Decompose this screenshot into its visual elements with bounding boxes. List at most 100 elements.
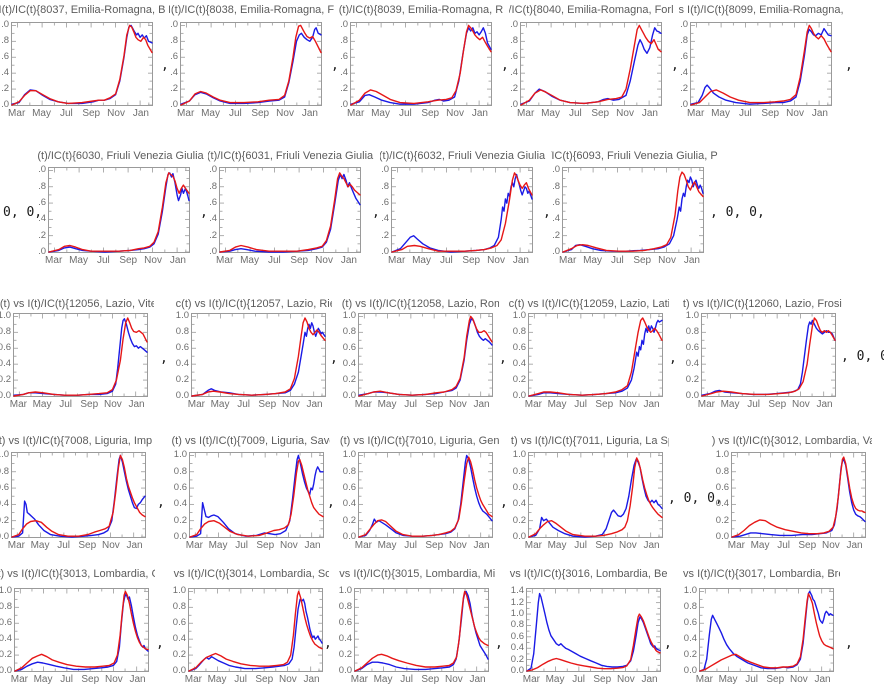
y-tick-label: 0.2: [0, 514, 9, 526]
y-tick-label: 0.6: [685, 342, 699, 354]
x-tick-label: May: [547, 540, 567, 551]
plot-title: (t)/IC(t){6032, Friuli Venezia Giulia: [380, 150, 546, 162]
x-tick-label: Jul: [747, 399, 761, 410]
x-tick-label: Nov: [616, 108, 634, 119]
x-tick-label: Jul: [400, 674, 414, 685]
y-tick-label: 1.0: [510, 608, 524, 620]
x-tick-label: Nov: [789, 674, 808, 685]
y-tick-label: 0.4: [0, 358, 11, 370]
y-tick-label: .6: [170, 51, 178, 63]
red-series-line: [180, 24, 322, 106]
x-tick-label: Sep: [593, 674, 612, 685]
zero-list-text: , 0, 0,: [710, 205, 765, 220]
y-tick-label: .4: [510, 67, 518, 79]
plot-frame: [14, 588, 149, 672]
x-tick-label: Sep: [595, 399, 614, 410]
plot-canvas: [358, 452, 493, 538]
red-series-line: [520, 24, 662, 106]
y-tick-label: 0.8: [342, 326, 356, 338]
y-tick-label: .6: [552, 197, 560, 209]
y-tick-label: 1.0: [173, 449, 187, 461]
y-tick-label: 0.6: [172, 617, 186, 629]
zero-list-text: ,: [845, 58, 853, 73]
y-tick-label: 0.6: [510, 630, 524, 642]
plot-title: (t) vs I(t)/IC(t){12058, Lazio, Roma: [341, 298, 499, 310]
red-series-line: [14, 590, 149, 672]
x-tick-label: Sep: [258, 399, 277, 410]
plot-8099: s I(t)/IC(t){8099, Emilia-Romagna, .0 .8.…: [679, 2, 847, 122]
x-tick-label: May: [373, 674, 393, 685]
y-tick-label: .2: [381, 229, 389, 241]
plot-title: vs I(t)/IC(t){3016, Lombardia, Berg: [509, 568, 667, 580]
plot-title: (t)/IC(t){6031, Friuli Venezia Giulia: [208, 150, 374, 162]
plot-frame: [358, 313, 493, 397]
plot-6030: I(t)/IC(t){6030, Friuli Venezia Giulia .…: [37, 148, 205, 269]
plot-canvas: [189, 452, 324, 538]
plot-3012: ) vs I(t)/IC(t){3012, Lombardia, Vare 1.…: [710, 433, 872, 554]
plot-canvas: [528, 452, 663, 538]
plot-canvas: [219, 167, 361, 253]
x-tick-label: May: [720, 399, 740, 410]
x-tick-label: Jul: [60, 674, 74, 685]
x-tick-label: Nov: [448, 540, 467, 551]
comma-separator: ,: [160, 351, 168, 366]
plot-frame: [391, 167, 533, 253]
plot-8039: (t)/IC(t){8039, Emilia-Romagna, R .0 .8 .6…: [339, 2, 507, 122]
y-tick-label: 0.0: [342, 531, 356, 542]
x-tick-label: Jul: [96, 255, 110, 266]
x-tick-label: Sep: [421, 108, 440, 119]
red-series-line: [731, 456, 866, 538]
x-tick-label: Sep: [798, 540, 817, 551]
plot-12057: c(t) vs I(t)/IC(t){12057, Lazio, Rieti 1…: [170, 296, 332, 413]
plot-7010: (t) vs I(t)/IC(t){7010, Liguria, Genov 1…: [337, 433, 499, 554]
plot-frame: [11, 22, 153, 106]
blue-series-line: [690, 27, 832, 105]
red-series-line: [189, 458, 324, 538]
x-tick-label: Jan: [304, 540, 321, 551]
x-tick-label: Nov: [786, 108, 804, 119]
red-series-line: [562, 171, 704, 253]
comma-separator: ,: [543, 205, 551, 220]
x-tick-label: May: [240, 255, 259, 266]
y-tick-label: .2: [209, 229, 217, 241]
x-tick-label: Mar: [559, 255, 577, 266]
x-tick-label: Sep: [595, 540, 614, 551]
y-tick-label: .0: [381, 164, 389, 176]
x-tick-label: Sep: [425, 399, 444, 410]
plot-canvas: [526, 588, 661, 672]
plot-canvas: [350, 22, 492, 106]
red-series-line: [391, 172, 533, 253]
y-tick-label: 0.2: [0, 374, 11, 386]
plot-frame: [11, 452, 146, 538]
y-tick-label: 0.8: [683, 601, 697, 613]
red-series-line: [188, 590, 323, 672]
y-tick-label: .0: [1, 19, 9, 31]
y-tick-label: .8: [510, 35, 518, 47]
x-tick-label: Nov: [104, 674, 123, 685]
x-tick-label: Nov: [616, 674, 635, 685]
plot-frame: [180, 22, 322, 106]
plot-frame: [350, 22, 492, 106]
blue-series-line: [188, 598, 323, 672]
plot-row-4: ,,, , 0, 0, (t) vs I(t)/IC(t){7008, Ligur…: [0, 433, 884, 565]
plot-canvas: [690, 22, 832, 106]
plot-row-5: ,,,,, t) vs I(t)/IC(t){3013, Lombardia, …: [0, 566, 884, 698]
y-tick-label: 0.0: [0, 665, 12, 676]
y-tick-label: 0.0: [173, 531, 187, 542]
y-tick-label: .2: [510, 83, 518, 95]
x-tick-label: Nov: [144, 255, 162, 266]
y-tick-label: 1.0: [338, 585, 352, 597]
y-tick-label: 0.0: [0, 531, 9, 542]
x-tick-label: Mar: [7, 540, 25, 551]
plot-title: I(t)/IC(t){8038, Emilia-Romagna, F: [169, 4, 335, 16]
plot-canvas: [180, 22, 322, 106]
y-tick-label: 0.0: [172, 665, 186, 676]
x-tick-label: Mar: [524, 399, 542, 410]
plot-6093: /IC(t){6093, Friuli Venezia Giulia, P .0…: [551, 148, 719, 269]
x-tick-label: Jan: [340, 255, 357, 266]
x-tick-label: Jul: [610, 255, 624, 266]
x-tick-label: May: [32, 399, 52, 410]
x-tick-label: Sep: [119, 255, 138, 266]
y-tick-label: 0.4: [512, 498, 526, 510]
blue-series-line: [11, 24, 153, 105]
